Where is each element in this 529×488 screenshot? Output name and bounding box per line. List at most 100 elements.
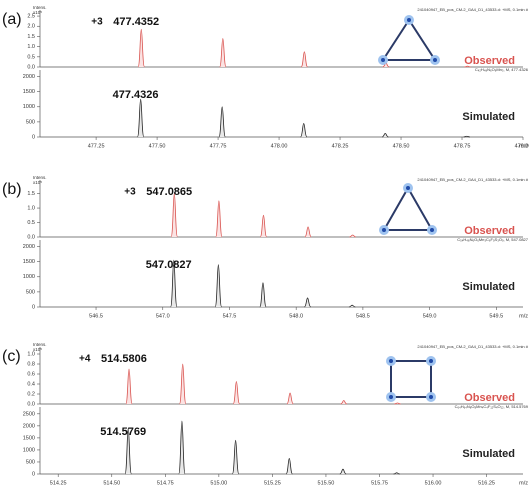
peak-label: 477.4326	[113, 89, 159, 101]
panel-label: (b)	[2, 181, 22, 198]
y-tick-label: 500	[26, 459, 35, 465]
inset-node	[407, 18, 411, 22]
peak	[349, 235, 355, 237]
header-text: C₅₄H₄₈N₆O₆Mn₃C₆F₉S₃O₉, M, 547.0827	[457, 237, 528, 242]
x-axis-label: m/z	[519, 480, 528, 486]
inset-node	[389, 395, 393, 399]
peak	[464, 136, 470, 137]
y-tick-label: 1.0	[27, 351, 35, 357]
header-text: 241040947_EB_pos_CM-2_GA4_D1_43533.d: +M…	[417, 177, 528, 182]
x-tick-label: 548.0	[289, 313, 303, 319]
y-tick-label: 0.0	[27, 64, 35, 70]
peak	[287, 393, 293, 404]
y-tick-label: 1000	[23, 274, 35, 280]
peak	[219, 107, 225, 137]
x-tick-label: 477.25	[88, 143, 105, 149]
x-tick-label: 478.75	[454, 143, 471, 149]
peak-label: 514.5806	[101, 353, 147, 365]
legend-label: Simulated	[462, 448, 515, 460]
x-tick-label: 516.25	[478, 480, 495, 486]
y-tick-label: 0	[32, 134, 35, 140]
peak-label: 477.4352	[113, 16, 159, 28]
x-tick-label: 515.50	[318, 480, 335, 486]
x-tick-label: 514.75	[157, 480, 174, 486]
y-tick-label: 2000	[23, 74, 35, 80]
x-tick-label: 547.0	[156, 313, 170, 319]
x-tick-label: 515.25	[264, 480, 281, 486]
y-tick-label: 0.0	[27, 234, 35, 240]
x-tick-label: 514.50	[103, 480, 120, 486]
header-text: 241040947_EB_pos_CM-2_GA4_D1_43533.d: +M…	[417, 7, 528, 12]
x-tick-label: 548.5	[356, 313, 370, 319]
charge-label: +4	[79, 354, 91, 365]
peak-label: 547.0865	[146, 186, 192, 198]
y-tick-label: 0	[32, 304, 35, 310]
x-tick-label: 547.5	[223, 313, 237, 319]
peak	[137, 99, 143, 137]
legend-label: Simulated	[462, 281, 515, 293]
y-scale-label: x10⁵	[33, 347, 42, 352]
x-tick-label: 549.0	[423, 313, 437, 319]
x-tick-label: 478.00	[271, 143, 288, 149]
x-tick-label: 478.25	[332, 143, 349, 149]
peak	[215, 265, 221, 307]
inset-frame	[391, 361, 431, 397]
charge-label: +3	[124, 187, 136, 198]
y-tick-label: 0.6	[27, 371, 35, 377]
peak	[233, 382, 239, 405]
y-tick-label: 2500	[23, 411, 35, 417]
x-tick-label: 546.5	[89, 313, 103, 319]
peak	[260, 215, 266, 237]
y-tick-label: 1.0	[27, 44, 35, 50]
inset-node	[381, 58, 385, 62]
inset-node	[429, 395, 433, 399]
y-scale-label: x10⁵	[33, 10, 42, 15]
y-tick-label: 2.0	[27, 24, 35, 30]
x-tick-label: 478.50	[393, 143, 410, 149]
peak	[138, 29, 144, 67]
panel-label: (a)	[2, 11, 22, 28]
legend-label: Observed	[464, 392, 515, 404]
y-tick-label: 0.2	[27, 391, 35, 397]
peak	[216, 201, 222, 237]
x-tick-label: 516.00	[425, 480, 442, 486]
x-tick-label: 515.75	[371, 480, 388, 486]
y-tick-label: 1.5	[27, 191, 35, 197]
legend-label: Simulated	[462, 111, 515, 123]
peak	[301, 52, 307, 67]
y-tick-label: 1500	[23, 89, 35, 95]
inset-frame	[384, 188, 432, 230]
y-scale-label: x10⁵	[33, 180, 42, 185]
y-tick-label: 1500	[23, 259, 35, 265]
peak-label: 547.0827	[146, 259, 192, 271]
charge-label: +3	[91, 17, 103, 28]
y-tick-label: 0.4	[27, 381, 35, 387]
peak	[304, 298, 310, 307]
x-tick-label: 477.50	[149, 143, 166, 149]
peak	[171, 194, 177, 237]
y-tick-label: 1500	[23, 435, 35, 441]
page: 0.00.51.01.52.02.5Observed241040947_EB_p…	[0, 0, 529, 488]
x-axis-label: m/z	[519, 143, 528, 149]
panel-label: (c)	[2, 348, 21, 365]
header-text: C₆₄H₆₄N₈O₈Mn₄C₄F₁₂S₄O₁₂, M, 514.5769	[455, 404, 529, 409]
y-tick-label: 2000	[23, 244, 35, 250]
x-tick-label: 549.5	[489, 313, 503, 319]
peak	[301, 123, 307, 137]
peak	[341, 401, 347, 405]
peak	[382, 133, 388, 137]
inset-frame	[383, 20, 435, 60]
inset-node	[430, 228, 434, 232]
peak	[305, 227, 311, 237]
peak	[180, 364, 186, 404]
peak	[349, 305, 355, 307]
header-text: C₄₂H₄₈N₆O₆Mn₃, M, 477.4326	[475, 67, 529, 72]
peak	[286, 458, 292, 474]
y-tick-label: 2000	[23, 423, 35, 429]
inset-node	[382, 228, 386, 232]
x-axis-label: m/z	[519, 313, 528, 319]
peak	[126, 369, 132, 404]
peak	[232, 440, 238, 474]
y-tick-label: 1.5	[27, 34, 35, 40]
x-tick-label: 514.25	[50, 480, 67, 486]
